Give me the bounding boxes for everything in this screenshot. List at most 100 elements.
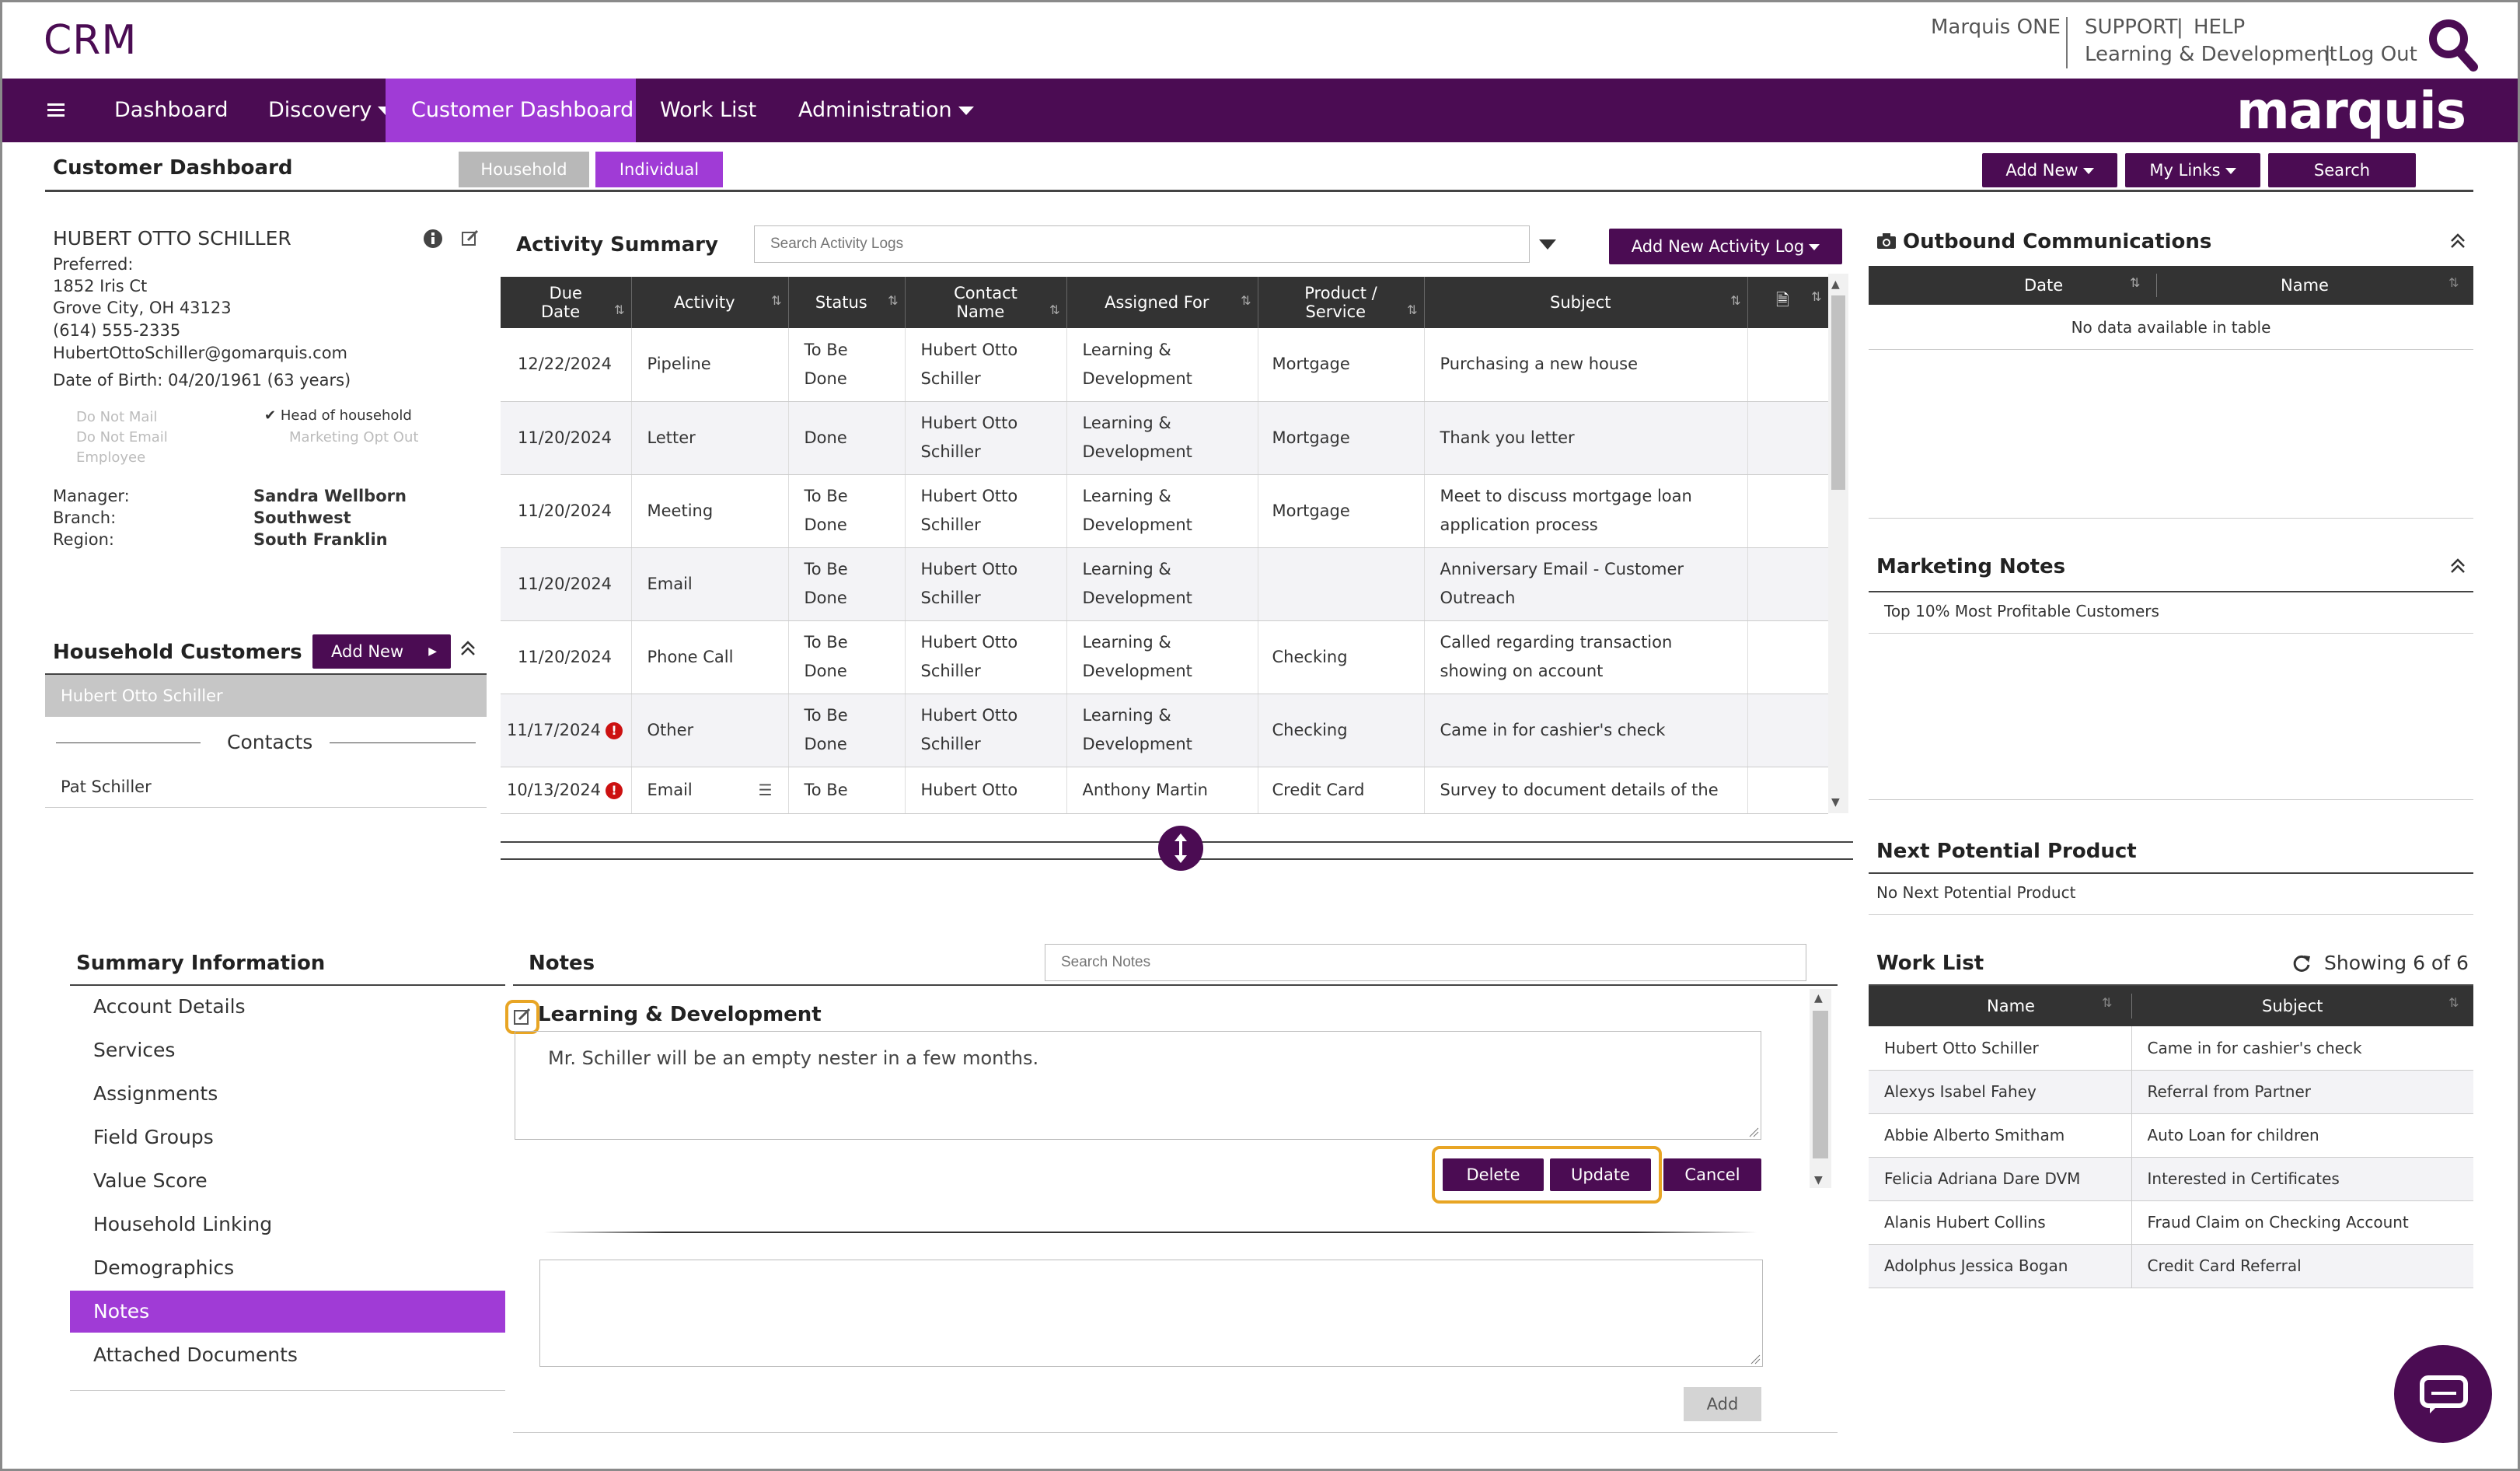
scroll-up-icon[interactable]: ▲ [1814,992,1823,1005]
scroll-down-icon[interactable]: ▼ [1814,1174,1823,1186]
summary-menu-item[interactable]: Value Score [93,1169,208,1192]
table-row[interactable]: 11/20/2024 Phone Call To Be Done Hubert Ott… [501,620,1828,694]
table-row[interactable]: 11/17/2024! Other To Be Done Hubert Otto Sc… [501,694,1828,767]
collapse-icon[interactable] [2448,232,2467,255]
sort-icon[interactable]: ⇅ [2102,995,2113,1010]
column-header-contact-name[interactable]: Contact Name ⇅ [905,277,1067,328]
summary-menu-item[interactable]: Demographics [93,1256,235,1279]
household-add-new-button[interactable]: Add New ▶ [312,634,451,669]
support-link[interactable]: SUPPORT [2085,16,2178,39]
household-member-selected[interactable]: Hubert Otto Schiller [45,675,487,717]
scroll-up-icon[interactable]: ▲ [1831,278,1840,291]
menu-icon[interactable] [47,100,65,124]
info-icon[interactable] [423,229,443,253]
nav-discovery[interactable]: Discovery [268,79,394,142]
logout-link[interactable]: Log Out [2338,43,2417,66]
list-icon[interactable]: ☰ [758,780,773,799]
note-edit-textarea[interactable]: Mr. Schiller will be an empty nester in … [515,1031,1761,1140]
individual-toggle[interactable]: Individual [595,152,723,187]
column-header-name[interactable]: Name [2281,276,2329,295]
table-row[interactable]: Adolphus Jessica Bogan Credit Card Referr… [1869,1244,2473,1288]
add-activity-log-button[interactable]: Add New Activity Log [1609,229,1842,264]
scrollbar[interactable]: ▲ ▼ [1828,274,1848,813]
column-header-subject[interactable]: Subject [2262,997,2323,1015]
sort-icon[interactable]: ⇅ [614,302,625,317]
edit-icon[interactable] [460,229,480,253]
contact-cell: Hubert Otto Schiller [905,547,1067,621]
search-icon[interactable] [2425,16,2483,78]
household-toggle[interactable]: Household [459,152,589,187]
next-product-value: No Next Potential Product [1876,883,2076,902]
summary-menu-item[interactable]: Field Groups [93,1126,214,1148]
scrollbar-thumb[interactable] [1831,295,1845,490]
table-row[interactable]: 10/13/2024! Email ☰ To Be Hubert Otto Anthony… [501,767,1828,814]
column-header-name[interactable]: Name [1987,997,2035,1015]
resize-handle-icon[interactable] [1158,826,1203,871]
table-row[interactable]: 12/22/2024 Pipeline To Be Done Hubert Otto … [501,328,1828,402]
sort-icon[interactable]: ⇅ [2448,995,2459,1010]
search-button[interactable]: Search [2268,153,2416,187]
refresh-icon[interactable] [2291,953,2312,978]
table-row[interactable]: Alexys Isabel Fahey Referral from Partner [1869,1070,2473,1114]
my-links-menu-button[interactable]: My Links [2125,153,2260,187]
notes-search-input[interactable] [1045,944,1806,981]
scrollbar-thumb[interactable] [1813,1011,1828,1158]
marquis-one-link[interactable]: Marquis ONE [1931,16,2061,39]
chat-button[interactable] [2394,1345,2492,1443]
summary-menu-item[interactable]: Attached Documents [93,1343,298,1366]
summary-menu-item[interactable]: Services [93,1039,176,1061]
activity-search-input[interactable] [754,225,1530,263]
sort-icon[interactable]: ⇅ [2130,275,2141,290]
nav-dashboard[interactable]: Dashboard [114,98,229,122]
summary-menu-item[interactable]: Household Linking [93,1213,273,1235]
column-header-product-service[interactable]: Product / Service ⇅ [1258,277,1425,328]
add-note-button[interactable]: Add [1684,1387,1761,1421]
chevron-down-icon[interactable] [1537,236,1558,256]
sort-icon[interactable]: ⇅ [1811,288,1822,304]
column-header-status[interactable]: Status ⇅ [788,277,906,328]
resize-grip-icon[interactable] [1748,1127,1759,1137]
summary-menu-item[interactable]: Notes [70,1291,505,1333]
sort-icon[interactable]: ⇅ [1241,293,1251,308]
new-note-textarea[interactable] [539,1260,1763,1367]
table-row[interactable]: Alanis Hubert Collins Fraud Claim on Chec… [1869,1200,2473,1245]
column-header-due-date[interactable]: Due Date ⇅ [501,277,632,328]
sort-icon[interactable]: ⇅ [1730,293,1741,308]
activity-cell: Other [631,694,789,767]
collapse-icon[interactable] [2448,557,2467,580]
table-row[interactable]: 11/20/2024 Meeting To Be Done Hubert Otto S… [501,474,1828,548]
help-link[interactable]: HELP [2194,16,2246,39]
nav-customer-dashboard[interactable]: Customer Dashboard [386,79,636,142]
table-row[interactable]: Hubert Otto Schiller Came in for cashier'… [1869,1026,2473,1071]
add-new-menu-button[interactable]: Add New [1982,153,2117,187]
sort-icon[interactable]: ⇅ [2448,275,2459,290]
table-row[interactable]: Felicia Adriana Dare DVM Interested in Ce… [1869,1157,2473,1201]
resize-grip-icon[interactable] [1750,1354,1761,1364]
column-header-assigned-for[interactable]: Assigned For ⇅ [1066,277,1258,328]
sort-icon[interactable]: ⇅ [1049,302,1060,317]
summary-menu-item[interactable]: Account Details [93,995,246,1018]
table-row[interactable]: Abbie Alberto Smitham Auto Loan for child… [1869,1113,2473,1158]
table-row[interactable]: 11/20/2024 Email To Be Done Hubert Otto Sch… [501,547,1828,621]
sort-icon[interactable]: ⇅ [1407,302,1418,317]
column-header-date[interactable]: Date [2024,276,2064,295]
column-header-document[interactable]: 🗎 ⇅ [1747,277,1828,328]
notes-scrollbar[interactable]: ▲ ▼ [1810,989,1831,1188]
activity-cell-text: Meeting [647,501,714,520]
sort-icon[interactable]: ⇅ [888,293,899,308]
column-header-subject[interactable]: Subject ⇅ [1424,277,1748,328]
app-logo[interactable]: CRM [44,17,138,64]
column-header-activity[interactable]: Activity ⇅ [631,277,789,328]
edit-note-icon[interactable] [513,1008,532,1031]
collapse-icon[interactable] [459,639,477,662]
scroll-down-icon[interactable]: ▼ [1831,796,1840,809]
nav-administration[interactable]: Administration [798,79,974,142]
sort-icon[interactable]: ⇅ [771,293,782,308]
cancel-note-button[interactable]: Cancel [1663,1158,1761,1191]
summary-menu-item[interactable]: Assignments [93,1082,218,1105]
contact-item[interactable]: Pat Schiller [61,777,152,796]
delete-note-button[interactable]: Delete [1443,1158,1544,1191]
table-row[interactable]: 11/20/2024 Letter Done Hubert Otto Schiller… [501,401,1828,475]
nav-work-list[interactable]: Work List [660,98,757,122]
update-note-button[interactable]: Update [1550,1158,1651,1191]
